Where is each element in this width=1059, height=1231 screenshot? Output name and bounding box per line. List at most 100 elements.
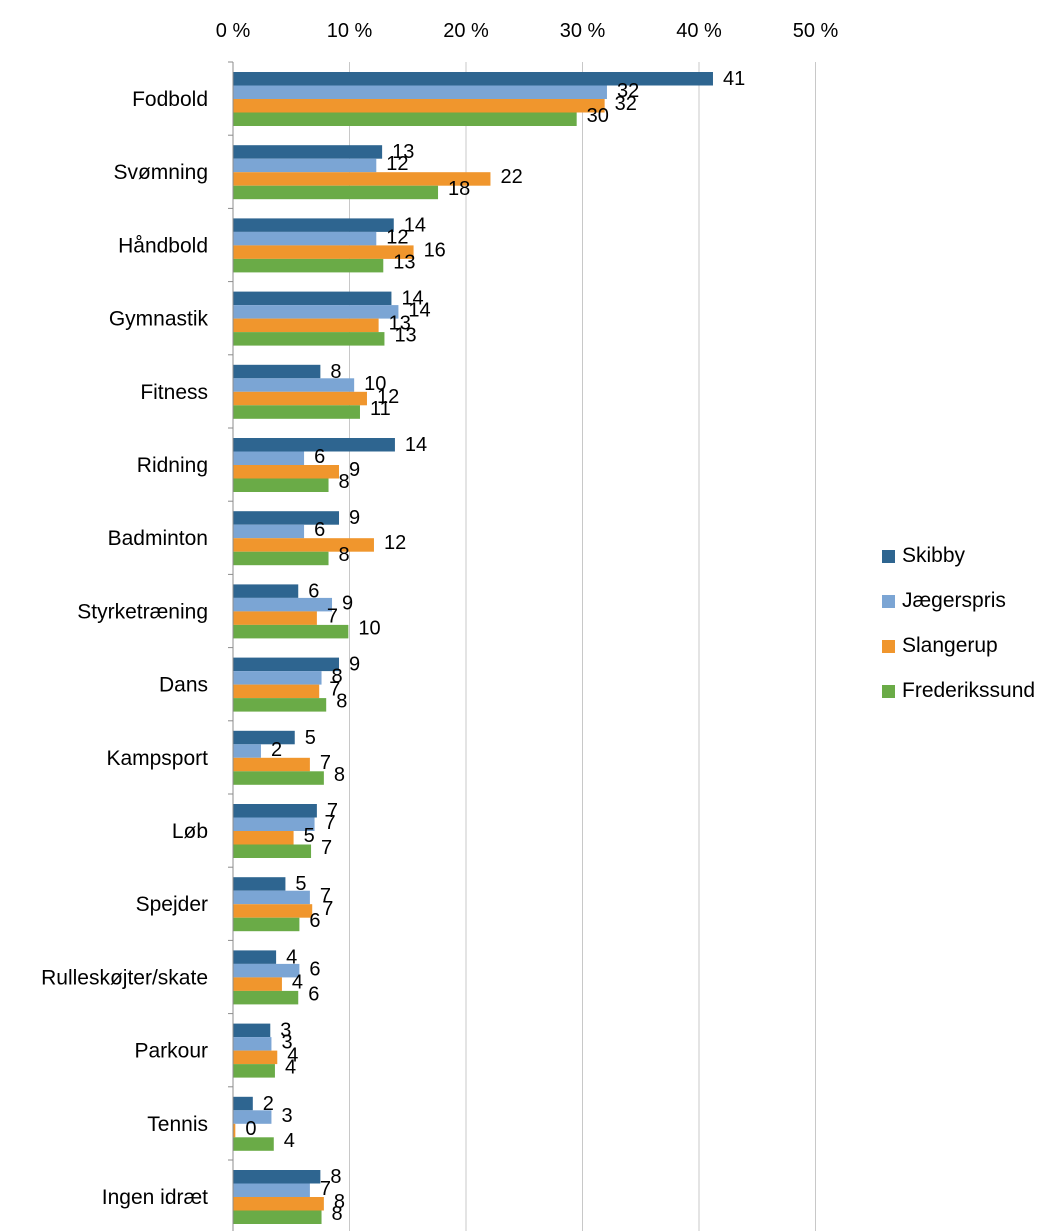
value-label-jaegerspris-parkour: 3 bbox=[281, 1032, 292, 1054]
bar-skibby-spejder bbox=[233, 877, 286, 891]
bar-slangerup-parkour bbox=[233, 1050, 278, 1065]
bar-skibby-dans bbox=[233, 657, 340, 672]
bar-slangerup-dans bbox=[233, 684, 320, 699]
bar-skibby-tennis bbox=[233, 1096, 253, 1111]
value-label-skibby-parkour: 3 bbox=[280, 1020, 291, 1042]
value-label-jaegerspris-rulleskojter-skate: 6 bbox=[309, 958, 320, 980]
bar-skibby-badminton bbox=[233, 511, 340, 525]
bar-frederikssund-ridning bbox=[233, 478, 329, 492]
bar-skibby-styrketraening bbox=[233, 584, 299, 598]
value-label-skibby-svomning: 13 bbox=[392, 141, 414, 163]
x-tick-label: 0 % bbox=[216, 20, 251, 42]
bar-skibby-parkour bbox=[233, 1023, 271, 1038]
bar-skibby-svomning bbox=[233, 145, 383, 159]
bar-slangerup-kampsport bbox=[233, 757, 310, 772]
value-label-skibby-ridning: 14 bbox=[405, 434, 427, 456]
bar-frederikssund-ingen-idraet bbox=[233, 1210, 322, 1224]
value-label-skibby-ingen-idraet: 8 bbox=[330, 1166, 341, 1188]
value-label-slangerup-badminton: 12 bbox=[384, 532, 406, 554]
value-label-slangerup-lob: 5 bbox=[304, 825, 315, 847]
bar-jaegerspris-handbold bbox=[233, 231, 377, 246]
value-label-slangerup-parkour: 4 bbox=[287, 1045, 298, 1067]
bar-frederikssund-svomning bbox=[233, 185, 439, 200]
value-label-skibby-fitness: 8 bbox=[330, 361, 341, 383]
legend-swatch-skibby bbox=[882, 550, 895, 563]
value-label-frederikssund-ingen-idraet: 8 bbox=[332, 1203, 343, 1225]
legend-swatch-slangerup bbox=[882, 640, 895, 653]
category-label-fodbold: Fodbold bbox=[132, 88, 208, 111]
value-label-jaegerspris-dans: 8 bbox=[332, 666, 343, 688]
value-label-slangerup-rulleskojter-skate: 4 bbox=[292, 971, 303, 993]
category-label-lob: Løb bbox=[172, 820, 208, 843]
value-label-slangerup-gymnastik: 13 bbox=[389, 313, 411, 335]
category-label-parkour: Parkour bbox=[134, 1040, 208, 1063]
bar-frederikssund-gymnastik bbox=[233, 332, 385, 346]
bar-frederikssund-badminton bbox=[233, 551, 329, 566]
legend-label-slangerup: Slangerup bbox=[902, 634, 998, 657]
bar-slangerup-svomning bbox=[233, 172, 491, 186]
bar-jaegerspris-parkour bbox=[233, 1037, 272, 1051]
value-label-frederikssund-badminton: 8 bbox=[339, 544, 350, 566]
value-label-skibby-tennis: 2 bbox=[263, 1093, 274, 1115]
bar-slangerup-ingen-idraet bbox=[233, 1197, 324, 1211]
bar-jaegerspris-tennis bbox=[233, 1110, 272, 1124]
bar-jaegerspris-svomning bbox=[233, 158, 377, 173]
x-tick-label: 40 % bbox=[676, 20, 722, 42]
bar-frederikssund-lob bbox=[233, 844, 312, 858]
value-labels: 4113141481496957543283212121410669827763… bbox=[245, 68, 745, 1225]
category-label-styrketraening: Styrketræning bbox=[77, 600, 208, 623]
category-label-fitness: Fitness bbox=[140, 381, 208, 404]
bar-skibby-ingen-idraet bbox=[233, 1170, 321, 1184]
category-label-badminton: Badminton bbox=[108, 527, 208, 550]
bar-skibby-kampsport bbox=[233, 730, 295, 745]
value-label-jaegerspris-fodbold: 32 bbox=[617, 80, 639, 102]
category-labels: Fodbold Svømning Håndbold Gymnastik Fitness R… bbox=[41, 88, 208, 1209]
bar-slangerup-ridning bbox=[233, 465, 340, 479]
value-label-jaegerspris-ingen-idraet: 7 bbox=[320, 1178, 331, 1200]
value-label-frederikssund-ridning: 8 bbox=[339, 471, 350, 493]
bar-skibby-gymnastik bbox=[233, 291, 392, 306]
value-label-frederikssund-styrketraening: 10 bbox=[358, 617, 380, 639]
bar-frederikssund-fitness bbox=[233, 405, 360, 419]
y-axis bbox=[228, 61, 234, 1231]
bar-jaegerspris-kampsport bbox=[233, 744, 261, 758]
category-label-handbold: Håndbold bbox=[118, 234, 208, 257]
value-label-skibby-fodbold: 41 bbox=[723, 68, 745, 90]
value-label-skibby-kampsport: 5 bbox=[305, 727, 316, 749]
value-label-frederikssund-kampsport: 8 bbox=[334, 764, 345, 786]
value-label-slangerup-ingen-idraet: 8 bbox=[334, 1191, 345, 1213]
value-label-jaegerspris-handbold: 12 bbox=[386, 226, 408, 248]
value-label-skibby-badminton: 9 bbox=[349, 507, 360, 529]
x-tick-label: 10 % bbox=[327, 20, 373, 42]
bar-jaegerspris-ingen-idraet bbox=[233, 1183, 310, 1197]
bar-jaegerspris-ridning bbox=[233, 451, 305, 465]
value-label-jaegerspris-kampsport: 2 bbox=[271, 739, 282, 761]
value-label-frederikssund-lob: 7 bbox=[321, 837, 332, 859]
gridlines bbox=[349, 62, 816, 1231]
bar-skibby-fodbold bbox=[233, 72, 713, 86]
category-label-tennis: Tennis bbox=[147, 1113, 208, 1136]
value-label-jaegerspris-styrketraening: 9 bbox=[342, 592, 353, 614]
value-label-frederikssund-svomning: 18 bbox=[448, 178, 470, 200]
value-label-skibby-dans: 9 bbox=[349, 654, 360, 676]
bar-slangerup-rulleskojter-skate bbox=[233, 977, 282, 991]
bar-skibby-lob bbox=[233, 804, 317, 818]
value-label-frederikssund-fitness: 11 bbox=[370, 398, 391, 420]
value-label-frederikssund-rulleskojter-skate: 6 bbox=[308, 983, 319, 1005]
bar-jaegerspris-spejder bbox=[233, 890, 310, 905]
bars bbox=[233, 72, 713, 1224]
value-label-slangerup-ridning: 9 bbox=[349, 459, 360, 481]
legend-label-skibby: Skibby bbox=[902, 544, 966, 567]
category-label-ingen-idraet: Ingen idræt bbox=[102, 1186, 208, 1209]
bar-slangerup-handbold bbox=[233, 245, 414, 259]
value-label-frederikssund-tennis: 4 bbox=[284, 1130, 295, 1152]
legend-label-jaegerspris: Jægerspris bbox=[902, 589, 1006, 612]
x-tick-label: 20 % bbox=[443, 20, 489, 42]
bar-jaegerspris-gymnastik bbox=[233, 305, 399, 319]
value-label-slangerup-kampsport: 7 bbox=[320, 752, 331, 774]
bar-jaegerspris-dans bbox=[233, 671, 322, 685]
value-label-slangerup-svomning: 22 bbox=[500, 166, 522, 188]
value-label-slangerup-styrketraening: 7 bbox=[327, 605, 338, 627]
value-label-jaegerspris-spejder: 7 bbox=[320, 885, 331, 907]
